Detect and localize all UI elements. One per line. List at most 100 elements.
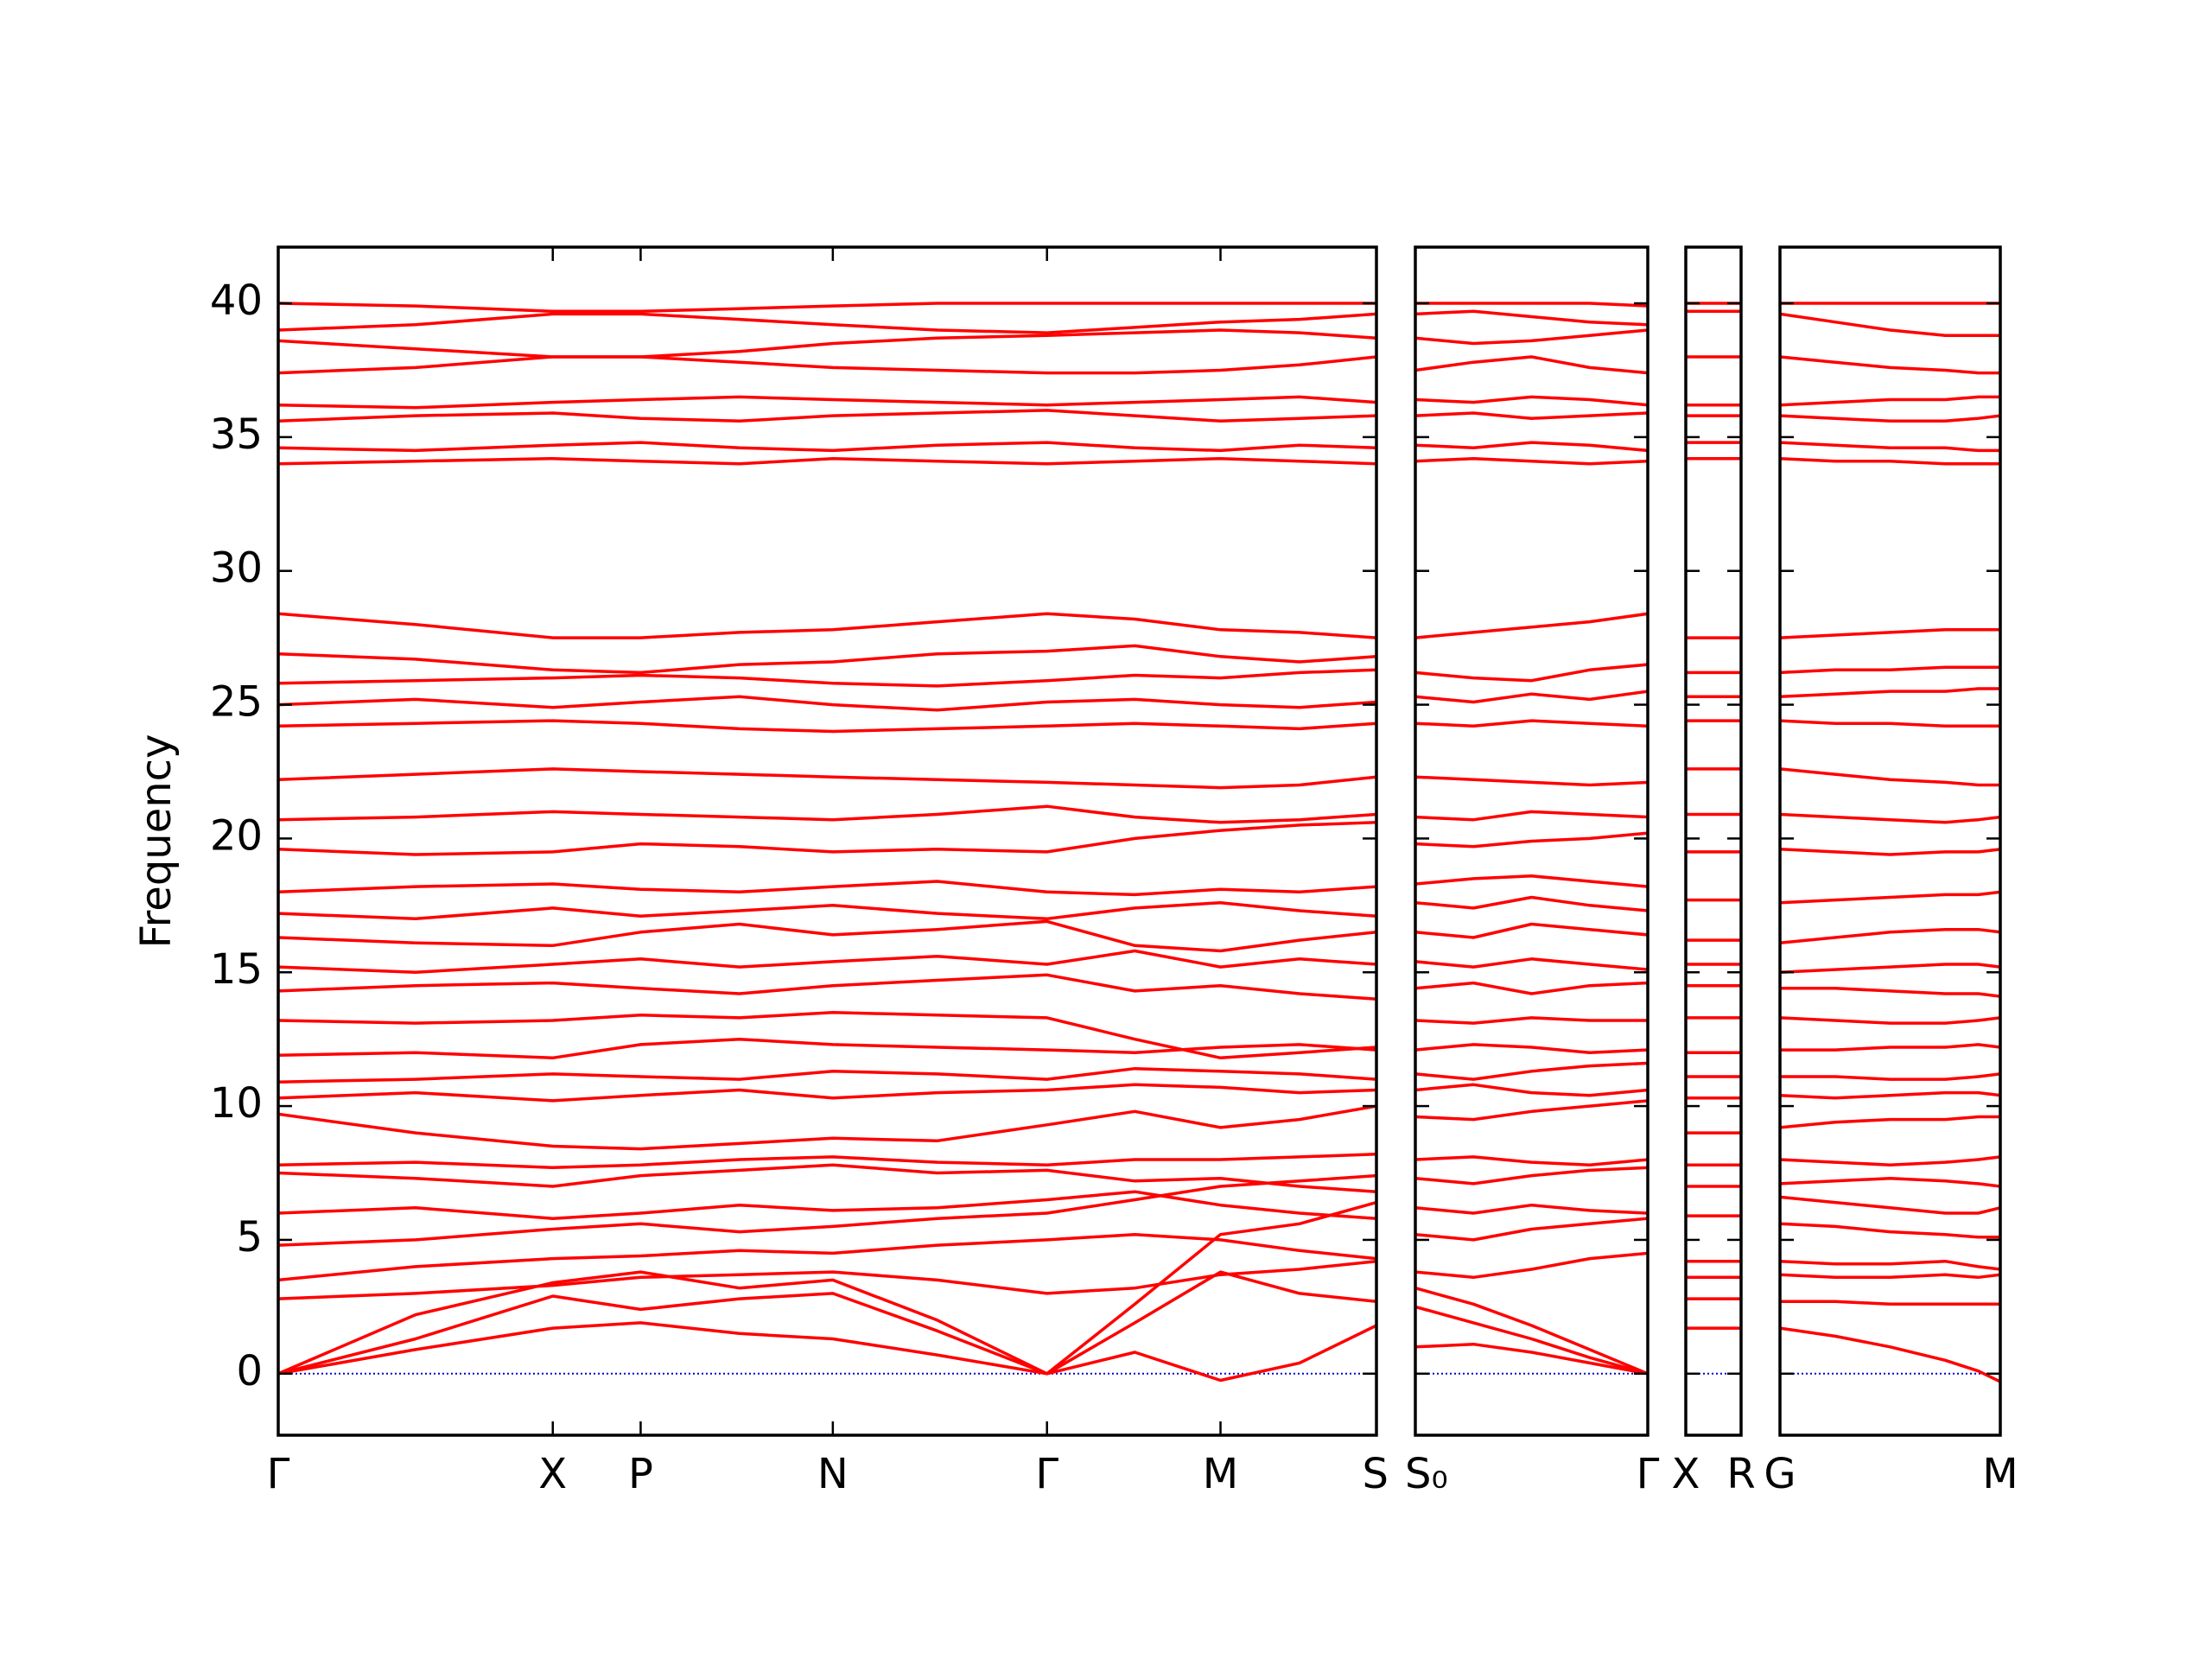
band-line [278,1153,1376,1170]
band-line [278,1083,1376,1103]
band-line [1780,414,2000,423]
band-line [1415,1166,1648,1185]
y-tick-label: 40 [210,276,263,325]
y-axis-label: Frequency [132,734,181,949]
band-line [278,395,1376,410]
band-line [278,1010,1376,1060]
band-line [1780,848,2000,856]
x-tick-label: Γ [1035,1450,1058,1498]
band-line [278,767,1376,790]
band-line [1415,981,1648,995]
band-line [1415,1099,1648,1122]
band-line [278,949,1376,974]
axes-frame [1684,245,1743,1437]
x-tick-label: P [628,1450,653,1498]
x-tick-label: G [1764,1450,1796,1498]
band-line [1415,309,1648,327]
band-line [278,1163,1376,1193]
band-line [278,612,1376,639]
band-line [278,695,1376,712]
band-line [278,1200,1376,1376]
band-line [278,644,1376,675]
band-line [1415,1217,1648,1242]
band-line [278,328,1376,359]
band-line [1415,302,1648,308]
band-line [278,973,1376,1001]
axes-frame [1414,245,1649,1437]
band-line [1780,927,2000,944]
band-line [1415,1061,1648,1081]
band-line [1780,767,2000,787]
x-tick-label: Γ [267,1450,290,1498]
band-line [1415,663,1648,683]
x-tick-label: M [1982,1450,2018,1498]
band-line [1415,328,1648,346]
band-line [1415,612,1648,639]
band-line [1415,690,1648,704]
band-line [1415,456,1648,466]
y-tick-label: 15 [210,945,263,994]
band-line [278,804,1376,824]
band-line [278,312,1376,334]
band-line [278,1066,1376,1084]
y-tick-label: 20 [210,811,263,860]
band-line [1415,719,1648,728]
band-line [278,1104,1376,1151]
band-line [278,456,1376,466]
band-line [1415,395,1648,407]
band-line [1780,1222,2000,1239]
y-tick-label: 10 [210,1079,263,1128]
band-line [1780,395,2000,407]
band-line [1415,831,1648,849]
x-tick-label: R [1726,1450,1755,1498]
band-line [278,1173,1376,1247]
band-line [278,1321,1376,1382]
band-line [1780,355,2000,375]
x-tick-label: S₀ [1405,1450,1448,1498]
band-line [278,668,1376,688]
x-tick-label: N [817,1450,849,1498]
band-line [1780,628,2000,639]
band-line [1415,895,1648,912]
plot-area [1780,302,2000,1383]
band-line [1780,719,2000,728]
band-line [1780,963,2000,974]
y-tick-label: 30 [210,544,263,593]
band-line [278,821,1376,856]
plot-area [1415,302,1648,1376]
band-line [1415,441,1648,453]
band-line [1780,1155,2000,1166]
band-line [1780,1072,2000,1081]
band-line [1780,987,2000,998]
band-line [278,719,1376,734]
band-line [278,919,1376,953]
plot-area [1686,302,1741,1375]
band-line [1780,687,2000,699]
x-tick-label: S [1363,1450,1389,1498]
y-tick-label: 5 [236,1213,263,1262]
x-tick-label: M [1203,1450,1238,1498]
band-line [1780,1259,2000,1271]
x-tick-label: X [1672,1450,1700,1498]
band-line [1415,355,1648,375]
band-line [278,1037,1376,1060]
band-line [1415,874,1648,888]
band-line [278,409,1376,423]
band-line [1415,1043,1648,1054]
band-line [1415,1016,1648,1025]
band-line [278,900,1376,921]
band-line [1780,665,2000,675]
plot-area [278,302,1376,1382]
band-line [1780,890,2000,905]
band-line [1415,1287,1648,1376]
band-line [1780,1090,2000,1100]
axes-frame [1778,245,2002,1437]
band-line [1415,1203,1648,1215]
band-line [1780,1115,2000,1129]
band-line [278,1190,1376,1220]
y-tick-label: 35 [210,410,263,459]
band-line [1415,411,1648,420]
